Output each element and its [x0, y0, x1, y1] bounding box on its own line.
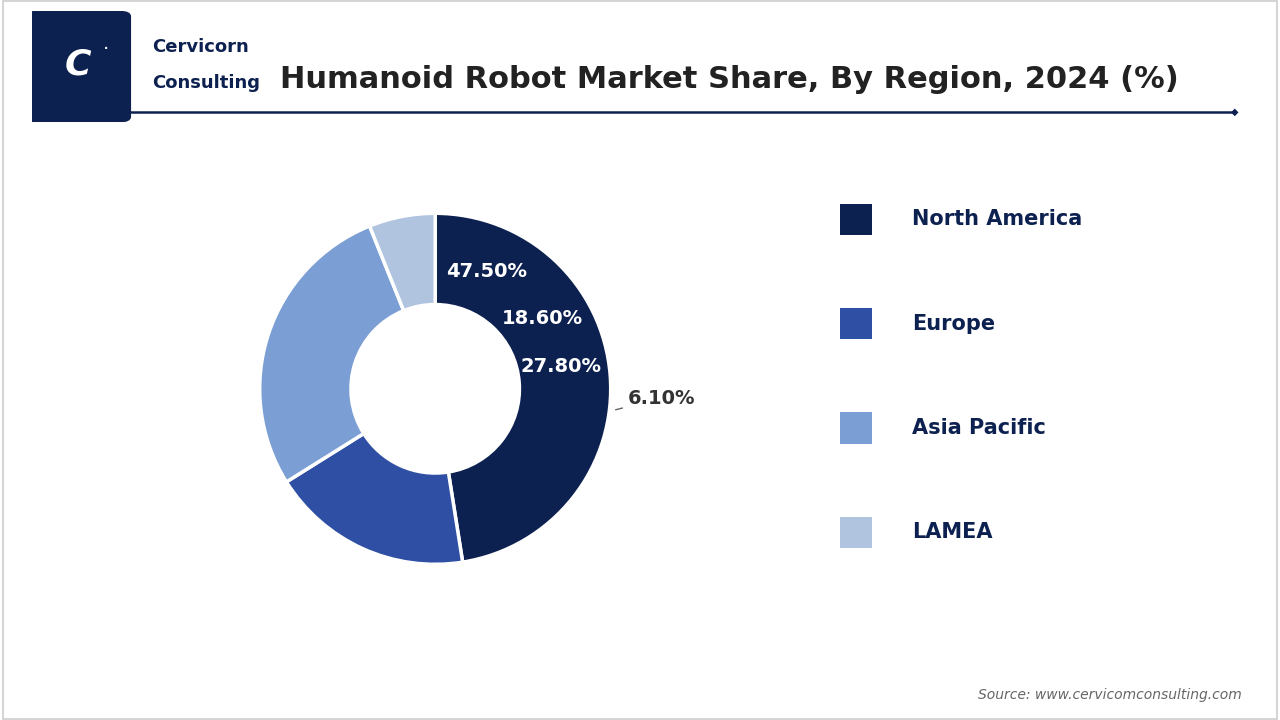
- Text: 6.10%: 6.10%: [616, 389, 695, 410]
- Wedge shape: [260, 226, 403, 482]
- Text: Humanoid Robot Market Share, By Region, 2024 (%): Humanoid Robot Market Share, By Region, …: [280, 65, 1179, 94]
- Text: ◆: ◆: [79, 107, 87, 117]
- FancyBboxPatch shape: [26, 11, 131, 122]
- Text: Consulting: Consulting: [152, 74, 260, 92]
- Text: C: C: [65, 48, 91, 81]
- Text: Source: www.cervicomconsulting.com: Source: www.cervicomconsulting.com: [978, 688, 1242, 702]
- Text: Europe: Europe: [913, 314, 996, 333]
- Bar: [841, 308, 872, 339]
- Text: ◆: ◆: [1231, 107, 1239, 117]
- Bar: [841, 204, 872, 235]
- Text: 18.60%: 18.60%: [502, 309, 582, 328]
- Text: North America: North America: [913, 210, 1083, 229]
- Text: Asia Pacific: Asia Pacific: [913, 418, 1046, 438]
- Text: Cervicorn: Cervicorn: [152, 37, 248, 55]
- Wedge shape: [370, 213, 435, 310]
- Text: LAMEA: LAMEA: [913, 523, 992, 542]
- Wedge shape: [435, 213, 611, 562]
- Bar: [841, 517, 872, 548]
- Text: 47.50%: 47.50%: [447, 262, 527, 281]
- Wedge shape: [287, 433, 462, 564]
- Bar: [841, 413, 872, 444]
- Text: 27.80%: 27.80%: [521, 357, 602, 376]
- Text: ·: ·: [102, 40, 109, 59]
